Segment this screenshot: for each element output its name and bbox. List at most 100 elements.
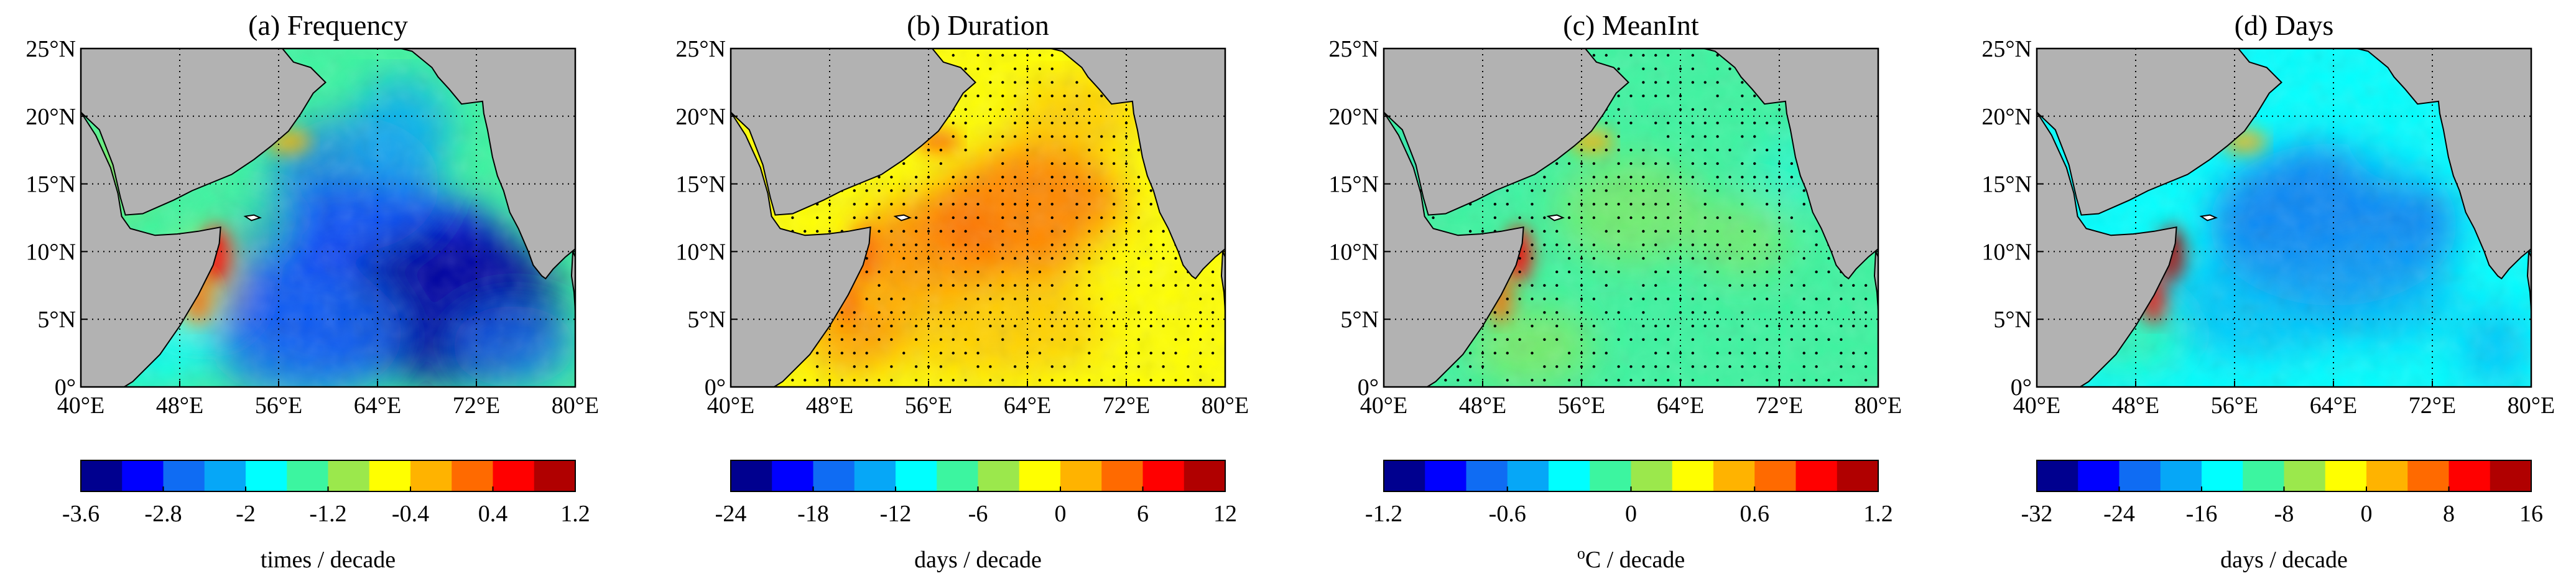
stipple-dot — [1506, 311, 1509, 314]
stipple-dot — [1518, 270, 1521, 274]
stipple-dot — [1137, 216, 1141, 220]
stipple-dot — [939, 378, 943, 382]
stipple-dot — [890, 230, 893, 233]
stipple-dot — [1703, 162, 1707, 165]
stipple-dot — [1703, 135, 1707, 138]
stipple-dot — [952, 284, 955, 287]
stipple-dot — [1741, 121, 1744, 124]
map-frame — [80, 47, 577, 388]
stipple-dot — [976, 216, 980, 220]
y-tick-label: 15°N — [1981, 172, 2032, 198]
stipple-dot — [1642, 284, 1645, 287]
stipple-dot — [1691, 297, 1695, 300]
stipple-dot — [1605, 189, 1608, 192]
stipple-dot — [914, 378, 918, 382]
stipple-dot — [1468, 230, 1472, 233]
stipple-dot — [1580, 338, 1583, 342]
x-tick-label: 72°E — [453, 393, 500, 419]
stipple-dot — [1506, 351, 1509, 355]
stipple-dot — [914, 324, 918, 328]
map-d — [2037, 49, 2531, 387]
stipple-dot — [1543, 230, 1546, 233]
stipple-dot — [952, 324, 955, 328]
x-tick-label: 72°E — [1103, 393, 1150, 419]
stipple-dot — [1531, 189, 1534, 192]
stipple-dot — [1827, 297, 1830, 300]
y-tick-label: 20°N — [1328, 104, 1379, 130]
stipple-dot — [1013, 230, 1017, 233]
stipple-dot — [1038, 351, 1042, 355]
stipple-dot — [1100, 338, 1103, 342]
stipple-dot — [1753, 175, 1756, 179]
stipple-dot — [1100, 135, 1103, 138]
stipple-dot — [1506, 297, 1509, 300]
stipple-dot — [1679, 270, 1682, 274]
stipple-dot — [853, 324, 856, 328]
stipple-dot — [1703, 243, 1707, 246]
colorbar-tick-label: -0.6 — [1489, 501, 1526, 527]
colorbar-tick-label: 0.4 — [478, 501, 508, 527]
socotra-island — [1546, 214, 1565, 221]
stipple-dot — [1050, 257, 1054, 260]
stipple-dot — [1063, 175, 1066, 179]
stipple-dot — [976, 297, 980, 300]
stipple-dot — [1174, 270, 1177, 274]
stipple-dot — [1753, 121, 1756, 124]
stipple-dot — [952, 270, 955, 274]
stipple-dot — [1840, 365, 1843, 368]
stipple-dot — [939, 365, 943, 368]
stipple-dot — [1199, 378, 1202, 382]
colorbar-swatch — [2243, 460, 2284, 491]
stipple-dot — [1592, 365, 1596, 368]
colorbar-swatch — [978, 460, 1020, 491]
stipple-dot — [1691, 108, 1695, 111]
stipple-dot — [865, 338, 868, 342]
stipple-dot — [1050, 203, 1054, 206]
stipple-dot — [1617, 257, 1620, 260]
stipple-dot — [902, 203, 906, 206]
stipple-dot — [1777, 108, 1781, 111]
stipple-dot — [1137, 284, 1141, 287]
stipple-dot — [976, 257, 980, 260]
colorbar-swatch — [204, 460, 246, 491]
stipple-dot — [1753, 243, 1756, 246]
stipple-dot — [1063, 257, 1066, 260]
colorbar-tick-label: -0.4 — [392, 501, 429, 527]
map-frame — [2036, 47, 2532, 388]
stipple-dot — [1112, 216, 1116, 220]
stipple-dot — [853, 378, 856, 382]
colorbar: -1.2 -0.6 0 0.6 1.2 oC / decade — [1365, 460, 1893, 573]
stipple-dot — [939, 284, 943, 287]
stipple-dot — [1840, 338, 1843, 342]
stipple-dot — [1050, 94, 1054, 98]
stipple-dot — [1815, 365, 1818, 368]
stipple-dot — [939, 149, 943, 152]
stipple-dot — [952, 351, 955, 355]
stipple-dot — [1075, 270, 1078, 274]
stipple-dot — [1605, 230, 1608, 233]
stipple-dot — [1149, 203, 1152, 206]
stipple-dot — [1038, 81, 1042, 84]
stipple-dot — [902, 311, 906, 314]
stipple-dot — [1001, 257, 1004, 260]
stipple-dot — [927, 230, 930, 233]
stipple-dot — [1642, 189, 1645, 192]
stipple-dot — [914, 216, 918, 220]
stipple-dot — [1716, 216, 1719, 220]
stipple-dot — [1149, 243, 1152, 246]
stipple-dot — [1802, 284, 1805, 287]
stipple-dot — [865, 216, 868, 220]
stipple-dot — [1765, 257, 1769, 260]
stipple-dot — [878, 338, 881, 342]
stipple-dot — [989, 81, 992, 84]
stipple-dot — [1716, 189, 1719, 192]
stipple-dot — [878, 297, 881, 300]
land-india — [315, 49, 575, 280]
stipple-dot — [1605, 121, 1608, 124]
stipple-dot — [989, 135, 992, 138]
stipple-dot — [964, 257, 967, 260]
stipple-dot — [1026, 338, 1029, 342]
colorbar-swatch — [1019, 460, 1061, 491]
stipple-dot — [1001, 53, 1004, 57]
stipple-dot — [1211, 324, 1215, 328]
